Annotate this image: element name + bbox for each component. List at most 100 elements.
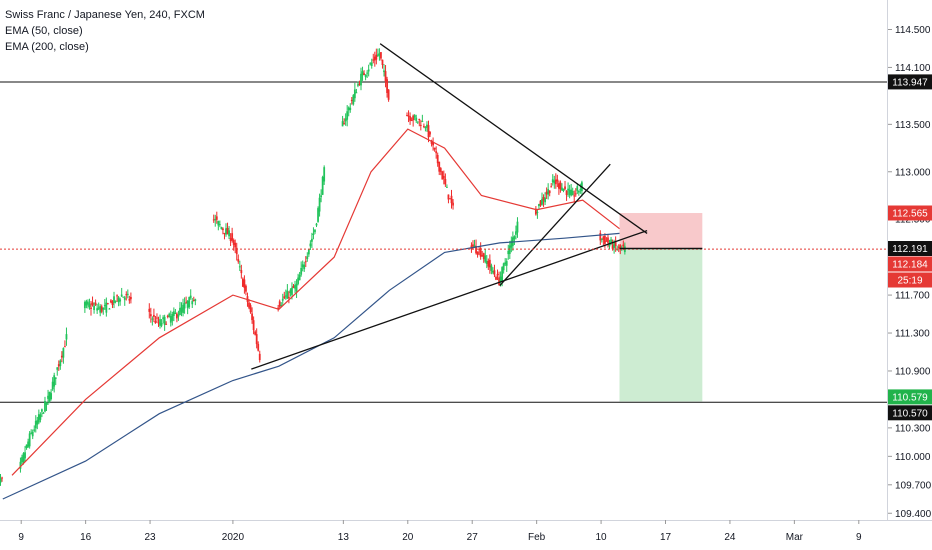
x-tick-label: 16 [80,532,92,543]
candle-body [151,318,154,320]
candle-body [406,115,408,117]
candle-body [48,391,51,402]
candle-body [577,190,580,193]
ema-200-legend[interactable]: EMA (200, close) [5,41,89,53]
candle-body [166,315,169,317]
x-tick-label: 9 [856,532,862,543]
ema-200-line [2,232,620,500]
candle-body [427,125,430,138]
candle-body [97,307,100,309]
candle-body [152,314,155,317]
y-tick-label: 110.300 [895,423,931,434]
x-tick-label: 23 [145,532,157,543]
candle-body [472,244,474,247]
svg-text:25:19: 25:19 [897,276,922,287]
candle-body [409,116,411,121]
candle-body [217,221,220,226]
candle-body [222,228,224,231]
candle-body [19,461,22,469]
candle-body [559,182,562,190]
candle-body [358,83,361,85]
symbol-title[interactable]: Swiss Franc / Japanese Yen, 240, FXCM [5,9,205,21]
candle-body [100,306,103,312]
candle-body [496,273,499,275]
candle-body [91,302,94,306]
candle-body [277,307,280,309]
take-profit-zone[interactable] [619,248,703,402]
candle-body [297,277,300,284]
candle-body [573,195,576,197]
candle-body [283,296,286,299]
candle-body [432,141,434,146]
candle-body [171,314,174,321]
candle-body [280,304,283,306]
candle-body [1,477,3,479]
ema-50-legend[interactable]: EMA (50, close) [5,25,83,37]
svg-text:112.191: 112.191 [892,244,928,255]
candle-body [62,348,65,358]
candle-body [493,270,496,275]
candle-body [478,248,481,250]
candle-body [212,219,215,221]
candle-body [116,295,118,297]
candle-body [551,179,554,183]
candle-body [613,241,616,248]
candle-body [60,355,63,358]
candle-body [449,198,451,200]
candle-body [111,301,114,306]
candle-body [186,300,189,308]
candle-body [610,239,612,244]
candle-body [410,120,413,122]
candle-body [281,298,284,301]
time-axis-ticks[interactable]: 9 16 23 2020 13 20 27 Feb 10 17 24 Mar 9 [18,520,862,543]
candle-body [188,297,191,308]
x-tick-label: 17 [660,532,672,543]
candle-body [157,322,160,324]
candle-body [286,290,289,299]
trendline-2[interactable] [379,43,648,234]
candle-body [323,167,326,182]
candle-body [541,198,543,205]
candle-body [576,186,579,191]
candle-body [622,244,625,247]
candle-body [436,154,439,164]
candle-body [372,59,375,61]
candle-body [311,238,313,242]
candle-body [565,190,568,195]
candle-body [106,303,109,305]
candle-body [353,89,356,99]
candle-body [515,231,517,235]
stop-loss-zone[interactable] [619,213,703,249]
candle-body [611,244,614,249]
candle-body [502,263,505,271]
candle-body [90,307,92,310]
candle-body [172,311,175,316]
candle-body [24,452,26,459]
trendline-3[interactable] [499,163,611,287]
y-tick-label: 114.500 [895,25,931,36]
candle-body [306,256,309,259]
candle-body [321,176,324,195]
candle-body [513,236,516,240]
candle-body [383,70,385,73]
candle-body [574,193,577,195]
candle-body [346,111,349,120]
trendline-1[interactable] [251,229,648,370]
x-tick-label: 24 [724,532,736,543]
candle-body [380,52,382,59]
candle-body [235,247,238,255]
candle-body [249,305,252,313]
candle-body [441,171,444,180]
candle-body [367,69,370,72]
trendlines[interactable] [251,43,648,370]
x-tick-label: 10 [596,532,608,543]
candle-body [59,360,62,367]
candle-body [31,431,34,437]
candle-body [562,188,565,191]
candle-body [550,186,553,188]
candle-body [278,301,281,307]
candle-body [499,276,502,283]
candle-body [154,321,157,324]
